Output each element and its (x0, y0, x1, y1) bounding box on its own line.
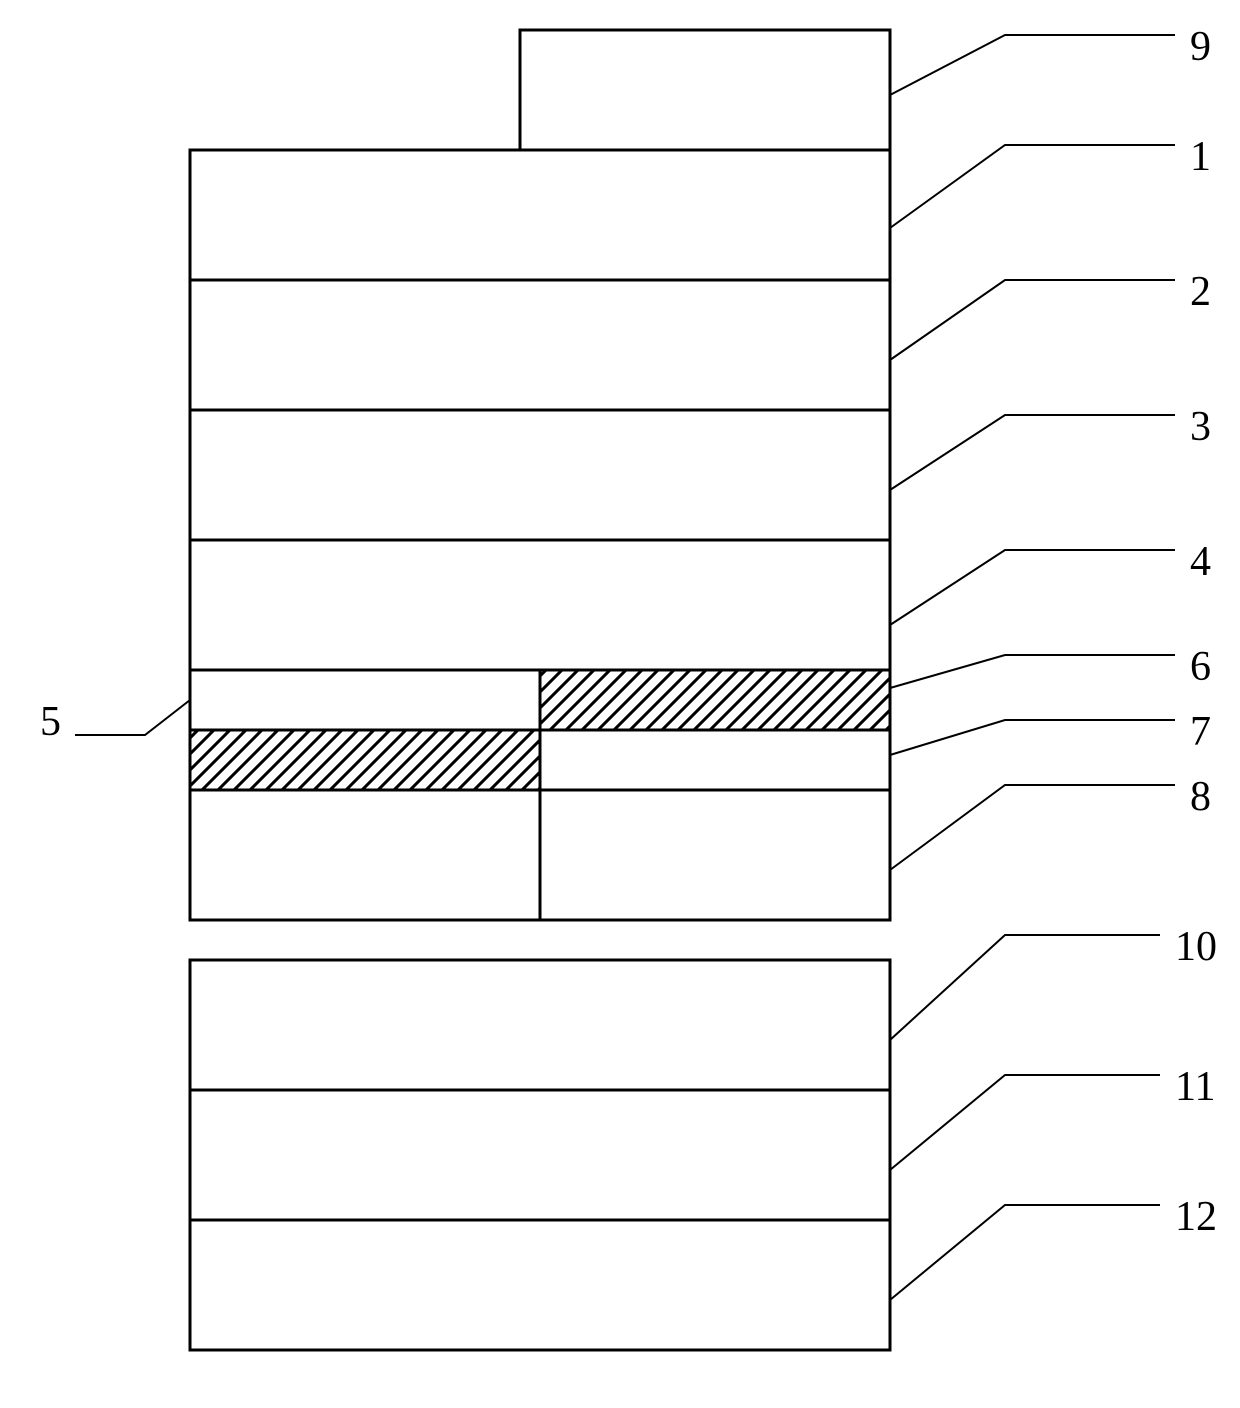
callout-10-leader (890, 935, 1160, 1040)
cell-7 (540, 730, 890, 790)
layer-2 (190, 280, 890, 410)
callout-4-leader (890, 550, 1175, 625)
callout-11-label: 11 (1175, 1064, 1215, 1110)
callout-11-leader (890, 1075, 1160, 1170)
callout-7-label: 7 (1190, 709, 1211, 755)
layer-3 (190, 410, 890, 540)
layer-4 (190, 540, 890, 670)
callout-2-label: 2 (1190, 269, 1211, 315)
callout-1-leader (890, 145, 1175, 228)
callout-2-leader (890, 280, 1175, 360)
callout-6-leader (890, 655, 1175, 688)
layer-10 (190, 960, 890, 1090)
callout-4-label: 4 (1190, 539, 1211, 585)
layer-12 (190, 1220, 890, 1350)
callout-3-leader (890, 415, 1175, 490)
callout-10-label: 10 (1175, 924, 1217, 970)
cell-5-top (190, 670, 540, 730)
callout-12-label: 12 (1175, 1194, 1217, 1240)
cell-5-bot (190, 730, 540, 790)
layer-11 (190, 1090, 890, 1220)
callout-12-leader (890, 1205, 1160, 1300)
callout-9-leader (890, 35, 1175, 95)
callout-3-label: 3 (1190, 404, 1211, 450)
callout-8-label: 8 (1190, 774, 1211, 820)
callout-1-label: 1 (1190, 134, 1211, 180)
callout-7-leader (890, 720, 1175, 755)
layer-1 (190, 150, 890, 280)
layer-9 (520, 30, 890, 150)
callout-6-label: 6 (1190, 644, 1211, 690)
callout-5-leader (75, 700, 190, 735)
callout-8-leader (890, 785, 1175, 870)
callout-9-label: 9 (1190, 24, 1211, 70)
callout-5-label: 5 (40, 699, 61, 745)
cell-6 (540, 670, 890, 730)
